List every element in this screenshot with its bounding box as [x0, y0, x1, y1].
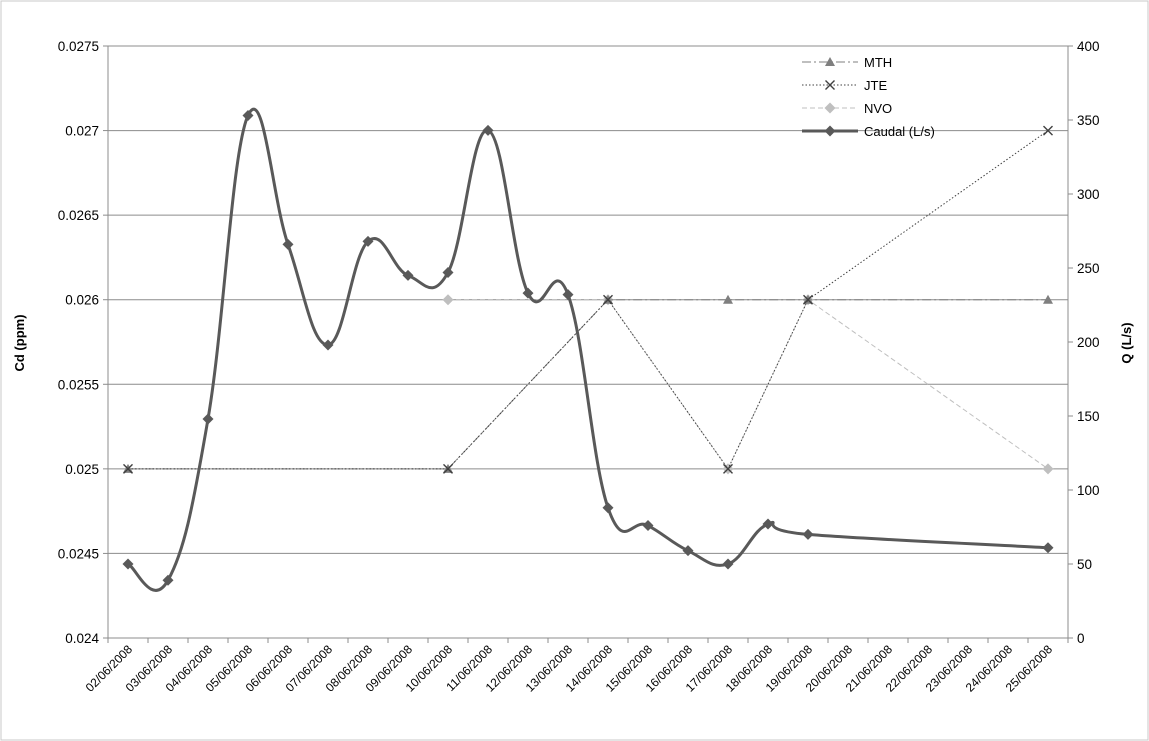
- series-caudal-l-s: [122, 107, 1054, 592]
- y-left-tick-label: 0.024: [65, 631, 99, 646]
- data-point: [162, 574, 174, 586]
- data-point: [322, 339, 334, 351]
- series-layer: [122, 107, 1054, 592]
- legend-item: Caudal (L/s): [802, 124, 935, 139]
- legend-marker: [825, 57, 835, 66]
- data-point: [803, 294, 813, 305]
- y-left-tick-label: 0.027: [65, 124, 99, 139]
- data-point: [1042, 542, 1054, 554]
- data-point: [723, 294, 733, 304]
- legend: MTH JTE NVO Caudal (L/s): [802, 55, 935, 139]
- y-left-tick-label: 0.0255: [58, 377, 99, 392]
- y-left-tick-label: 0.0245: [58, 546, 99, 561]
- legend-item: NVO: [802, 101, 892, 116]
- y-right-tick-label: 350: [1077, 113, 1100, 128]
- legend-marker: [825, 80, 835, 90]
- y-left-tick-label: 0.0275: [58, 39, 99, 54]
- data-point: [202, 413, 214, 425]
- data-point: [123, 463, 133, 474]
- y-left-tick-label: 0.026: [65, 293, 99, 308]
- data-point: [282, 238, 294, 250]
- data-point: [1043, 294, 1053, 304]
- y-right-tick-label: 100: [1077, 483, 1100, 498]
- data-point: [602, 502, 614, 514]
- data-point: [443, 463, 453, 474]
- data-point: [722, 558, 734, 570]
- data-point: [802, 528, 814, 540]
- y-right-tick-label: 400: [1077, 39, 1100, 54]
- data-point: [603, 294, 613, 305]
- y-right-tick-label: 300: [1077, 187, 1100, 202]
- data-point: [642, 520, 654, 532]
- y-right-tick-label: 150: [1077, 409, 1100, 424]
- legend-label: NVO: [864, 101, 892, 116]
- data-point: [242, 110, 254, 122]
- data-point: [1042, 463, 1054, 475]
- series-jte: [123, 125, 1053, 474]
- series-line: [128, 299, 1048, 470]
- y-right-tick-label: 50: [1077, 557, 1092, 572]
- y-right-tick-label: 250: [1077, 261, 1100, 276]
- series-line: [448, 298, 1049, 470]
- data-point: [482, 124, 494, 136]
- data-point: [442, 294, 454, 306]
- data-point: [122, 558, 134, 570]
- series-line: [128, 130, 1049, 470]
- data-point: [362, 235, 374, 247]
- data-point: [562, 289, 574, 301]
- y-right-tick-label: 0: [1077, 631, 1085, 646]
- y-right-tick-label: 200: [1077, 335, 1100, 350]
- y-left-tick-label: 0.025: [65, 462, 99, 477]
- y-axis-left-title: Cd (ppm): [12, 314, 27, 371]
- legend-item: JTE: [802, 78, 887, 93]
- data-point: [762, 518, 774, 530]
- y-axis-right-title: Q (L/s): [1119, 322, 1134, 363]
- legend-label: MTH: [864, 55, 892, 70]
- legend-item: MTH: [802, 55, 892, 70]
- data-point: [442, 266, 454, 278]
- legend-marker: [824, 125, 836, 137]
- data-point: [682, 545, 694, 557]
- data-point: [1043, 125, 1053, 136]
- y-left-tick-label: 0.0265: [58, 208, 99, 223]
- data-point: [402, 269, 414, 281]
- data-point: [522, 287, 534, 299]
- legend-label: JTE: [864, 78, 887, 93]
- legend-label: Caudal (L/s): [864, 124, 935, 139]
- data-point: [723, 463, 733, 474]
- legend-marker: [824, 102, 836, 114]
